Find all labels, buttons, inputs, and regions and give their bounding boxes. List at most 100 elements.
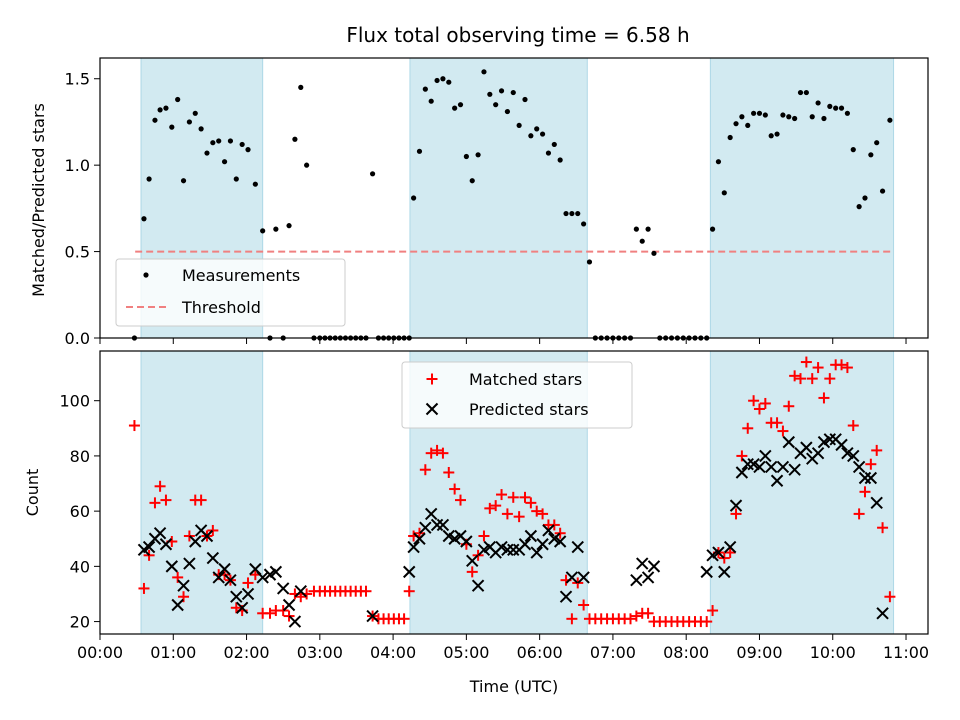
matched-point: [630, 610, 642, 622]
x-b: [764, 460, 778, 474]
matched-point: [437, 447, 449, 459]
legend-plus-glyph: [426, 373, 438, 385]
predicted-point: [269, 565, 283, 579]
matched-point: [877, 522, 889, 534]
matched-point: [490, 500, 502, 512]
matched-point: [777, 425, 789, 437]
predicted-point: [507, 543, 520, 556]
predicted-stars-series: [137, 433, 889, 628]
measurement-point: [534, 126, 540, 132]
matched-point: [800, 356, 812, 368]
matched-point: [496, 489, 508, 501]
matched-point: [443, 466, 455, 478]
predicted-point: [864, 471, 878, 485]
measurement-point: [475, 152, 481, 158]
measurement-point: [768, 133, 774, 139]
measurement-point: [163, 105, 169, 111]
matched-point: [795, 373, 807, 385]
x-b: [424, 507, 438, 521]
x-b: [241, 587, 255, 601]
matched-point: [865, 458, 877, 470]
measurement-point: [809, 114, 815, 120]
matched-point: [841, 362, 853, 374]
measurement-point: [469, 178, 475, 184]
top-y-tick-label: 1.0: [65, 156, 90, 175]
x-b: [294, 584, 307, 598]
matched-point: [283, 610, 295, 622]
measurement-point: [216, 138, 222, 144]
x-b: [153, 527, 167, 540]
measurement-point: [298, 84, 304, 90]
measurement-point: [651, 250, 657, 256]
predicted-point: [153, 527, 167, 540]
x-b: [460, 535, 473, 548]
bottom-x-tick-label: 01:00: [150, 643, 196, 662]
matched-point: [295, 591, 307, 603]
x-b: [864, 471, 878, 485]
predicted-point: [800, 441, 813, 454]
top-legend: Measurements Threshold: [115, 258, 346, 327]
predicted-point: [630, 573, 643, 587]
predicted-point: [536, 538, 549, 551]
predicted-point: [407, 540, 420, 554]
top-y-axis-label: Matched/Predicted stars: [29, 103, 48, 297]
legend-x-glyph: [425, 402, 439, 416]
predicted-point: [159, 538, 173, 551]
x-b: [183, 557, 196, 570]
predicted-point: [718, 565, 731, 579]
x-b: [553, 535, 567, 548]
measurement-point: [803, 89, 809, 96]
x-b: [548, 532, 561, 545]
measurement-point: [245, 147, 251, 153]
measurement-point: [239, 141, 245, 148]
x-b: [466, 554, 479, 568]
top-y-tick-label: 0.0: [65, 329, 90, 348]
matched-point: [466, 566, 478, 578]
matched-point: [578, 599, 590, 611]
x-b: [507, 543, 520, 556]
matched-point: [548, 519, 560, 531]
matched-point: [138, 582, 150, 594]
measurement-point: [292, 136, 298, 142]
measurement-point: [369, 171, 376, 177]
matched-point: [478, 530, 490, 542]
predicted-point: [782, 435, 795, 449]
matched-point: [507, 491, 519, 503]
x-b: [436, 518, 450, 532]
measurement-point: [522, 96, 528, 103]
measurement-point: [481, 69, 487, 75]
predicted-point: [641, 571, 655, 584]
matched-point: [759, 397, 771, 409]
measurement-point: [180, 178, 187, 184]
measurement-point: [198, 126, 204, 132]
measurement-point: [504, 108, 511, 115]
measurement-point: [838, 105, 845, 111]
measurement-point: [487, 91, 493, 97]
matched-point: [525, 497, 537, 509]
measurement-point: [797, 89, 804, 96]
predicted-point: [189, 535, 202, 548]
legend-matched-marker: [426, 373, 438, 385]
predicted-point: [294, 584, 307, 598]
x-b: [571, 540, 584, 554]
matched-point: [501, 508, 513, 520]
top-y-tick-label: 1.5: [65, 70, 90, 89]
bottom-x-tick-label: 02:00: [223, 643, 269, 662]
x-b: [770, 474, 784, 487]
matched-point: [360, 585, 372, 597]
matched-point: [625, 613, 637, 625]
x-b: [249, 562, 262, 576]
predicted-point: [759, 449, 772, 463]
matched-point: [398, 613, 410, 625]
predicted-point: [858, 471, 872, 485]
matched-point: [724, 547, 736, 559]
measurement-point: [774, 131, 780, 137]
matched-point: [531, 505, 543, 517]
matched-point: [431, 444, 443, 456]
x-b: [177, 579, 190, 592]
matched-point: [806, 373, 818, 385]
x-b: [366, 609, 379, 623]
predicted-point: [165, 560, 179, 573]
predicted-point: [518, 538, 532, 551]
predicted-point: [256, 571, 269, 584]
